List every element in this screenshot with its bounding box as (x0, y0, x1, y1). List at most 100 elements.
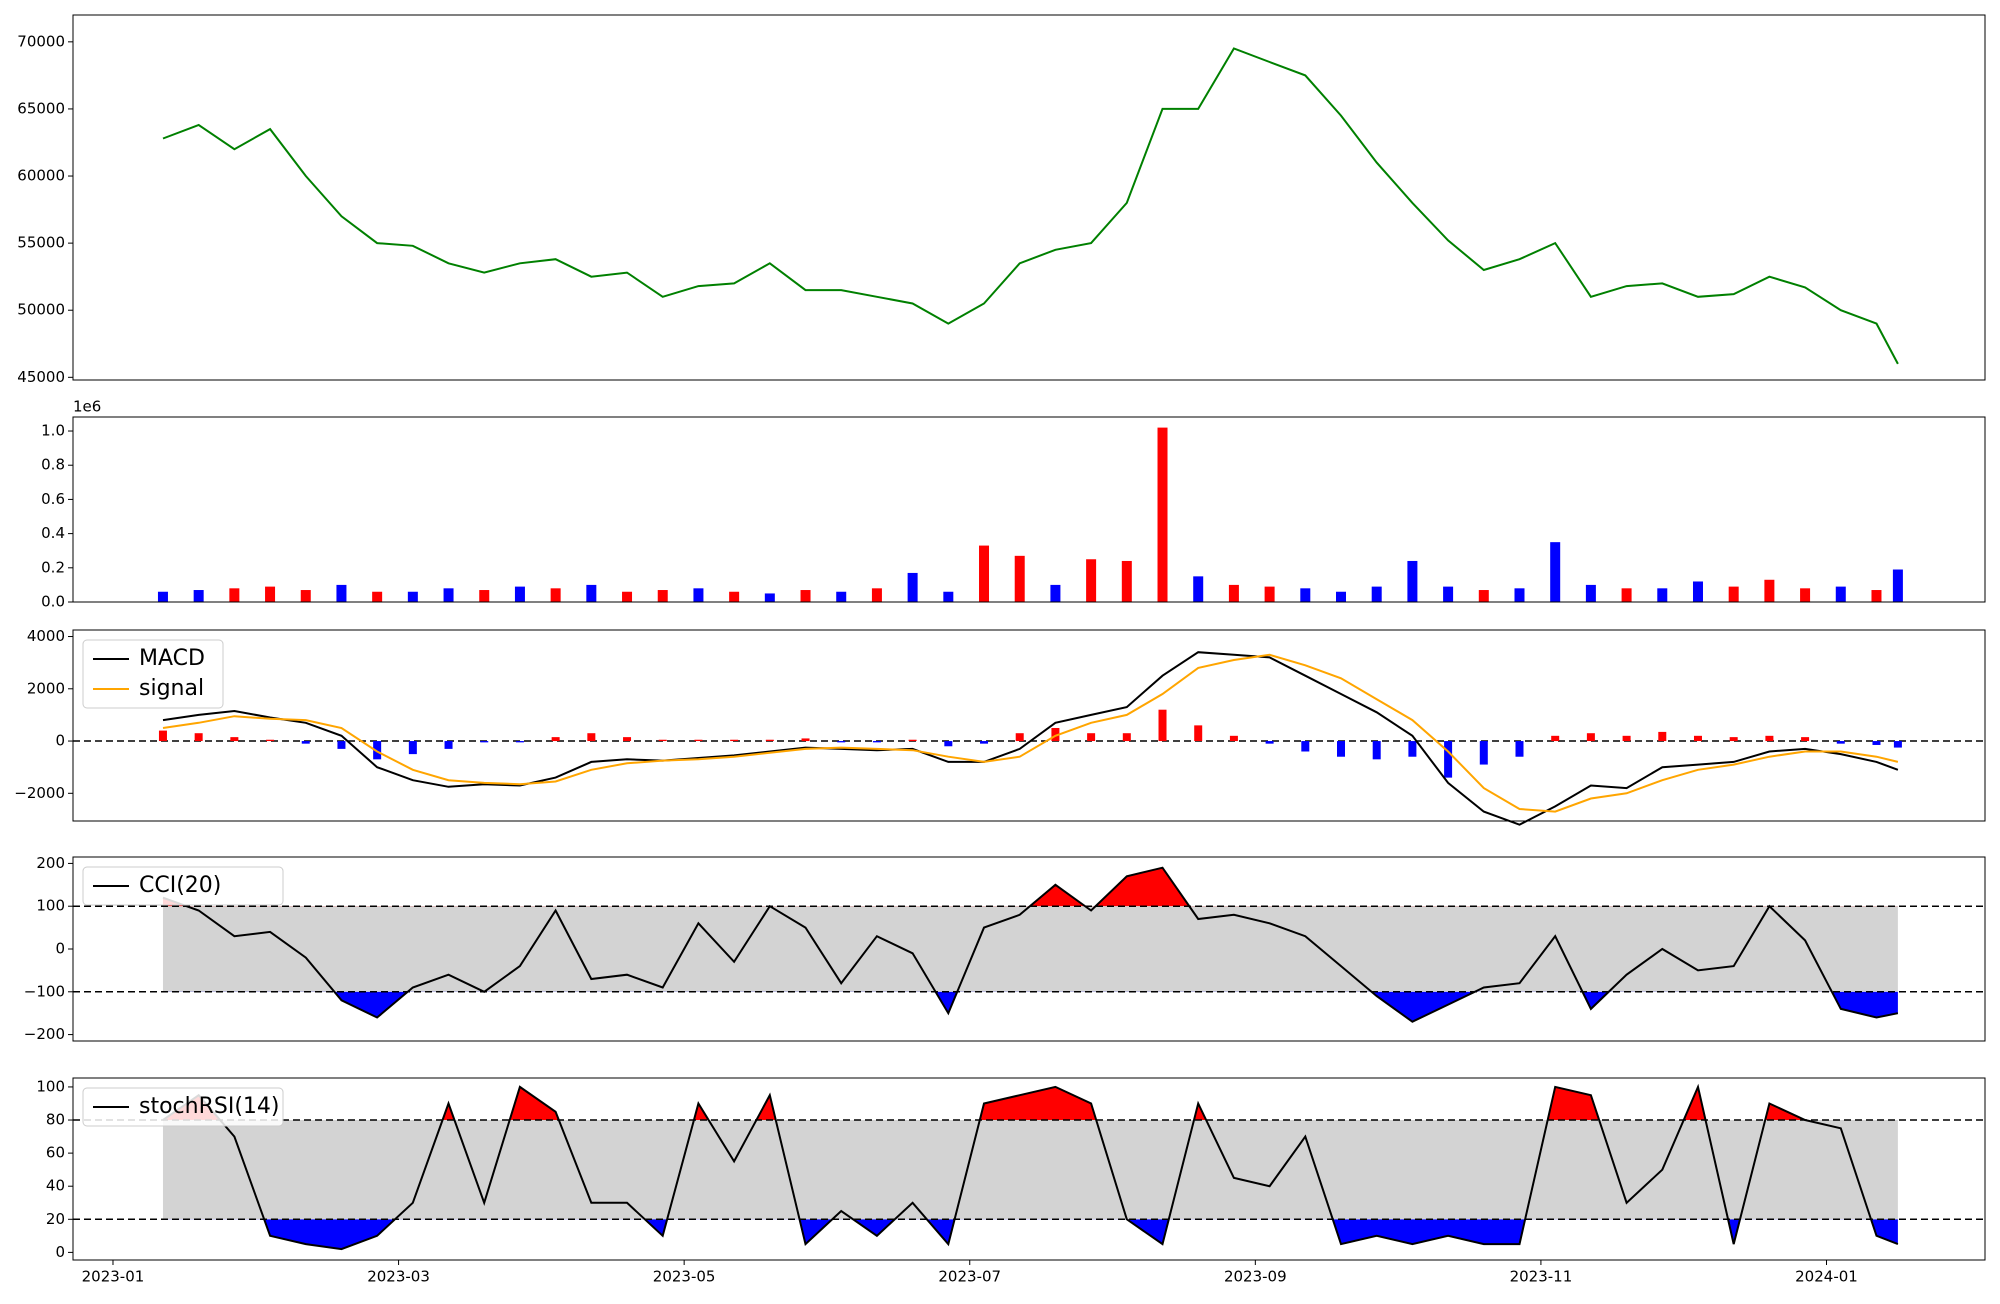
oscillator-line (162, 866, 1899, 1023)
y-tick-label: 70000 (17, 32, 65, 50)
volume-bar (1764, 579, 1775, 602)
y-tick-label: 80 (46, 1111, 65, 1129)
x-tick-label: 2023-09 (1224, 1268, 1287, 1286)
volume-bar (1657, 588, 1668, 602)
volume-bar (1692, 581, 1703, 602)
histogram-bar (1693, 735, 1702, 742)
histogram-bar (1658, 731, 1667, 742)
y-tick-label: 100 (36, 897, 65, 915)
histogram-bar (1729, 737, 1738, 742)
histogram-bar (301, 741, 310, 744)
neutral-band (162, 906, 1898, 992)
histogram-bar (480, 741, 489, 743)
volume-bar (729, 591, 740, 602)
x-tick-label: 2023-03 (367, 1268, 430, 1286)
y-tick-label: 45000 (17, 368, 65, 386)
y-tick-label: 0 (55, 732, 65, 750)
volume-bar (407, 591, 418, 602)
histogram-bar (337, 741, 346, 749)
volume-bar (800, 590, 811, 602)
volume-bar (943, 591, 954, 602)
volume-bar (1728, 586, 1739, 602)
volume-bar (336, 584, 347, 602)
volume-bar (836, 591, 847, 602)
histogram-bar (1551, 735, 1560, 742)
volume-bar (1014, 555, 1025, 602)
y-tick-label: −200 (24, 1025, 65, 1043)
legend-label: CCI(20) (139, 873, 221, 898)
x-tick-label: 2023-11 (1510, 1268, 1573, 1286)
volume-bar (586, 584, 597, 602)
legend-box (82, 1087, 284, 1127)
y-tick-label: 0.0 (41, 593, 65, 611)
histogram-bar (408, 741, 417, 755)
y-tick-label: 0 (55, 1243, 65, 1261)
histogram-bar (1087, 733, 1096, 742)
histogram-bar (1515, 741, 1524, 757)
plot-frame (72, 14, 1986, 381)
histogram-bar (694, 739, 703, 742)
volume-bar (479, 590, 490, 602)
histogram-bar (623, 737, 632, 742)
volume-bar (1300, 588, 1311, 602)
y-tick-label: 2000 (27, 679, 65, 697)
histogram-bar (1051, 727, 1060, 742)
histogram-bar (908, 739, 917, 742)
histogram-bar (730, 739, 739, 742)
overbought-fill (163, 1086, 1898, 1121)
y-tick-label: 1.0 (41, 422, 65, 440)
histogram-bar (1893, 741, 1902, 748)
volume-bar (1800, 588, 1811, 602)
histogram-bar (1479, 741, 1488, 765)
volume-bar (443, 588, 454, 602)
histogram-bar (158, 730, 167, 742)
plot-frame (72, 1077, 1986, 1261)
histogram-bar (266, 739, 275, 742)
volume-bar (1228, 584, 1239, 602)
histogram-bar (1408, 741, 1417, 757)
histogram-bar (1444, 741, 1453, 778)
volume-bar (300, 590, 311, 602)
histogram-bar (801, 738, 810, 742)
y-tick-label: 0.2 (41, 558, 65, 576)
legend-label: stochRSI(14) (139, 1094, 280, 1119)
volume-bar (1514, 588, 1525, 602)
y-tick-label: 60 (46, 1144, 65, 1162)
volume-bar (1193, 576, 1204, 602)
volume-bar (1050, 584, 1061, 602)
macd-line (162, 653, 1899, 813)
volume-bar (657, 590, 668, 602)
y-tick-label: 20 (46, 1210, 65, 1228)
volume-bar (871, 588, 882, 602)
histogram-bar (373, 741, 382, 760)
volume-bar (265, 586, 276, 602)
price-line (162, 47, 1899, 365)
histogram-bar (658, 739, 667, 742)
histogram-bar (765, 739, 774, 742)
volume-bar (1585, 584, 1596, 602)
histogram-bar (551, 737, 560, 742)
volume-bar (514, 586, 525, 602)
histogram-bar (837, 741, 846, 743)
y-tick-label: −100 (24, 982, 65, 1000)
x-tick-label: 2024-01 (1795, 1268, 1858, 1286)
legend-box (82, 639, 224, 709)
oscillator-line (162, 1083, 1899, 1251)
histogram-bar (1622, 735, 1631, 742)
volume-bar (764, 593, 775, 602)
volume-bar (693, 588, 704, 602)
volume-bar (1371, 586, 1382, 602)
legend-label: MACD (139, 646, 205, 671)
y-tick-label: 0.8 (41, 456, 65, 474)
y-tick-label: 50000 (17, 301, 65, 319)
histogram-bar (1801, 737, 1810, 742)
volume-bar (1264, 586, 1275, 602)
histogram-bar (1158, 709, 1167, 742)
plot-frame (72, 856, 1986, 1042)
histogram-bar (1872, 741, 1881, 745)
y-tick-label: 0.6 (41, 490, 65, 508)
histogram-bar (1122, 733, 1131, 742)
volume-bar (1157, 427, 1168, 602)
y-tick-label: 0 (55, 940, 65, 958)
